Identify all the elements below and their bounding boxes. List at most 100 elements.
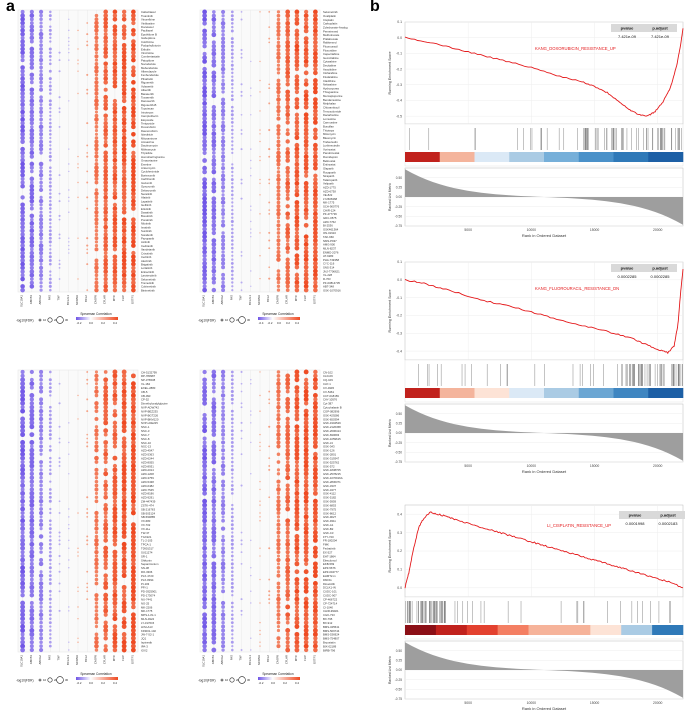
dot <box>202 112 207 118</box>
dot <box>131 165 136 170</box>
dot <box>48 284 52 288</box>
dot <box>112 106 118 111</box>
dot <box>94 158 99 162</box>
dot <box>211 17 217 22</box>
dot <box>276 17 281 22</box>
dot <box>103 254 108 259</box>
dot <box>103 284 108 289</box>
dot <box>131 54 136 59</box>
dot <box>38 243 44 248</box>
dot <box>250 159 252 162</box>
rank-band-segment <box>648 152 684 162</box>
dot <box>48 262 52 266</box>
dot <box>39 121 43 125</box>
dot <box>313 101 318 106</box>
y-axis-label: Running Enrichment Score <box>388 290 392 333</box>
dot <box>276 113 281 117</box>
dot <box>121 254 127 260</box>
dot <box>259 60 261 63</box>
dot <box>303 55 309 60</box>
dot <box>211 139 217 144</box>
dot <box>20 228 25 233</box>
dot <box>39 43 43 48</box>
dot <box>20 269 25 274</box>
dot <box>211 74 217 80</box>
dot <box>86 22 89 24</box>
dot <box>121 80 127 85</box>
drug-label: Vinorelbine <box>141 18 155 22</box>
dot <box>29 280 34 285</box>
dot <box>231 170 234 174</box>
dot <box>94 91 99 96</box>
metric-tick: -0.50 <box>395 451 402 455</box>
dot <box>276 162 281 167</box>
dot <box>212 151 216 155</box>
dot <box>276 55 281 60</box>
dot <box>202 9 207 15</box>
dot <box>276 143 281 148</box>
dot <box>20 161 25 167</box>
dot <box>94 106 99 111</box>
drug-label: Barasertib <box>141 92 154 96</box>
dot <box>276 28 281 34</box>
drug-label: Daunorubicin <box>141 129 158 133</box>
dot <box>20 146 25 152</box>
dot <box>276 131 281 136</box>
dot <box>121 169 127 174</box>
size-legend-label: 30 <box>65 318 69 322</box>
dot <box>313 85 318 91</box>
dot <box>29 121 34 126</box>
dot <box>94 225 99 229</box>
dot <box>294 43 300 49</box>
dot <box>240 132 243 135</box>
dot <box>276 139 281 144</box>
dot <box>294 62 300 68</box>
dot <box>39 151 43 155</box>
dot <box>131 68 136 74</box>
dot <box>294 17 300 22</box>
dot <box>49 158 52 162</box>
dot <box>29 135 35 141</box>
dot <box>48 259 52 262</box>
drug-label: Cytarabine <box>323 60 337 64</box>
dot <box>29 232 34 237</box>
dot <box>211 89 217 95</box>
dot <box>112 35 117 40</box>
color-legend-title: Spearman Correlation <box>80 312 111 316</box>
dot <box>103 76 108 81</box>
dot <box>29 46 35 52</box>
dot <box>77 59 79 61</box>
drug-label: Cisplatin <box>323 18 334 22</box>
dot <box>231 136 234 139</box>
color-legend-tick: -0.2 <box>77 321 82 325</box>
dot <box>294 74 300 79</box>
dot <box>94 110 99 114</box>
drug-label: Amsacrine <box>141 140 155 144</box>
dot <box>38 31 44 37</box>
dot <box>220 123 226 129</box>
drug-label: Capecitabine <box>323 52 340 56</box>
y-tick: 0.0 <box>397 586 402 590</box>
dot <box>48 277 52 281</box>
dot <box>112 76 118 81</box>
dot <box>131 143 136 148</box>
dot <box>58 266 61 269</box>
dot <box>313 81 318 87</box>
drug-label: Docetaxel <box>141 25 154 29</box>
dot <box>121 76 127 81</box>
dot <box>313 116 318 121</box>
dot <box>29 91 35 96</box>
dot <box>20 169 25 174</box>
drug-label: Nilotinib <box>141 222 151 226</box>
dot <box>77 166 79 169</box>
dot <box>268 148 271 151</box>
drug-label: Delanzomib <box>141 188 156 192</box>
dot <box>240 129 243 131</box>
dot <box>230 128 234 132</box>
dot <box>103 161 108 167</box>
dot <box>112 124 118 130</box>
dot <box>221 135 225 140</box>
dot <box>212 120 216 125</box>
x-tick: 15000 <box>590 701 600 705</box>
dot <box>39 128 43 133</box>
